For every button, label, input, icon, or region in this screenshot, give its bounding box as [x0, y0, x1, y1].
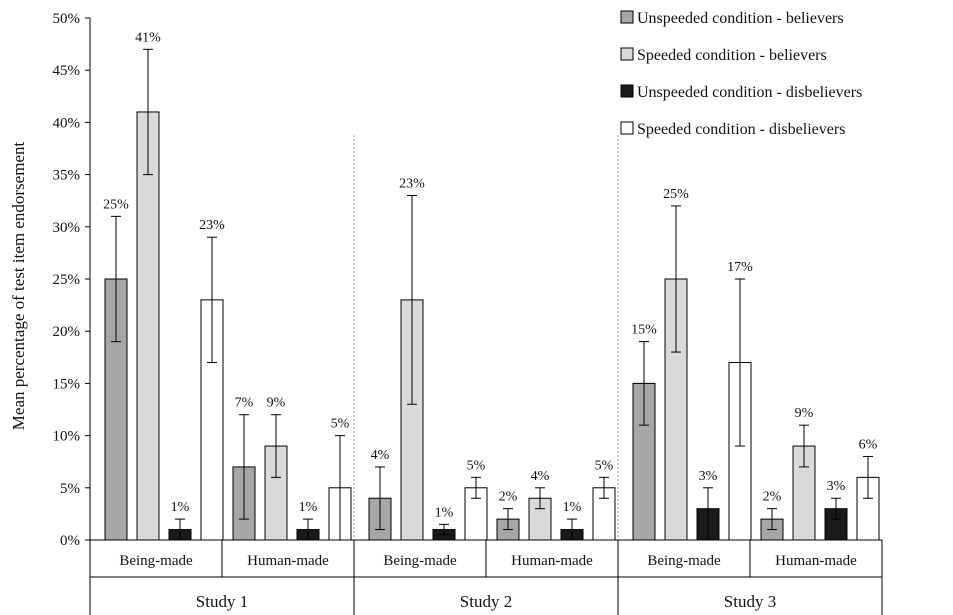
study-label: Study 1 [196, 592, 248, 611]
legend-label: Unspeeded condition - disbelievers [637, 84, 862, 101]
data-label: 6% [859, 437, 878, 452]
legend-swatch [620, 121, 634, 135]
y-axis-title: Mean percentage of test item endorsement [9, 142, 28, 431]
study-label: Study 2 [460, 592, 512, 611]
category-label: Being-made [647, 553, 721, 569]
data-label: 2% [499, 490, 518, 505]
legend-swatch [620, 10, 634, 24]
legend: Unspeeded condition - believers Speeded c… [620, 10, 862, 138]
data-label: 25% [103, 197, 129, 212]
data-label: 1% [171, 500, 190, 515]
y-tick-label: 20% [53, 324, 81, 340]
data-label: 25% [663, 187, 689, 202]
data-label: 41% [135, 30, 161, 45]
legend-swatch [620, 84, 634, 98]
legend-label: Speeded condition - disbelievers [637, 121, 845, 138]
category-label: Human-made [775, 553, 857, 569]
data-label: 3% [699, 469, 718, 484]
legend-swatch [620, 47, 634, 61]
category-label: Human-made [247, 553, 329, 569]
data-label: 15% [631, 323, 657, 338]
category-label: Being-made [119, 553, 193, 569]
data-label: 2% [763, 490, 782, 505]
data-label: 23% [199, 218, 225, 233]
data-label: 5% [595, 458, 614, 473]
plot-area: 0% 5% 10% 15% 20% 25% 30% 35% 40% 45% 50% 25% 41% 1% 2… [53, 11, 883, 615]
legend-label: Unspeeded condition - believers [637, 10, 844, 27]
data-label: 5% [331, 417, 350, 432]
data-label: 1% [435, 505, 454, 520]
category-label: Being-made [383, 553, 457, 569]
bar [136, 111, 160, 541]
data-label: 5% [467, 458, 486, 473]
y-tick-label: 45% [53, 63, 81, 79]
data-label: 1% [299, 500, 318, 515]
data-label: 1% [563, 500, 582, 515]
data-label: 17% [727, 260, 753, 275]
y-tick-label: 35% [53, 168, 81, 184]
data-label: 3% [827, 479, 846, 494]
data-label: 4% [371, 448, 390, 463]
y-tick-label: 0% [60, 533, 80, 549]
y-tick-label: 5% [60, 481, 80, 497]
study-label: Study 3 [724, 592, 776, 611]
legend-label: Speeded condition - believers [637, 47, 827, 64]
y-tick-label: 30% [53, 220, 81, 236]
data-label: 23% [399, 176, 425, 191]
y-tick-label: 40% [53, 115, 81, 131]
y-tick-label: 25% [53, 272, 81, 288]
data-label: 4% [531, 469, 550, 484]
category-label: Human-made [511, 553, 593, 569]
data-label: 7% [235, 396, 254, 411]
y-tick-label: 50% [53, 11, 81, 27]
y-tick-label: 10% [53, 429, 81, 445]
y-tick-label: 15% [53, 376, 81, 392]
data-label: 9% [795, 406, 814, 421]
data-label: 9% [267, 396, 286, 411]
